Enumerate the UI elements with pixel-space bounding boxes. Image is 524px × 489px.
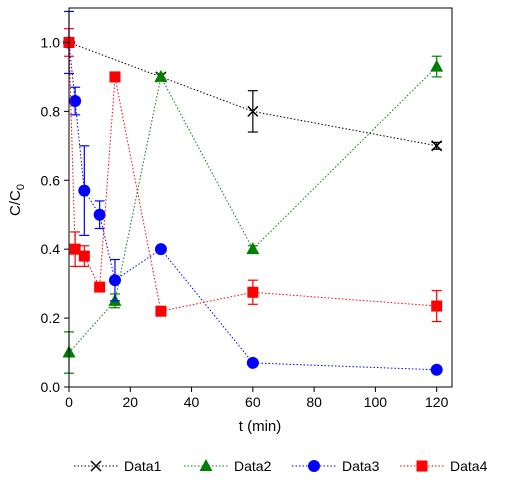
legend-label-data4: Data4 [450,458,488,474]
legend-marker-data2 [199,459,213,471]
data-point-data4-4 [109,71,121,83]
y-tick-label-0.4: 0.4 [41,241,61,257]
x-tick-label-0: 0 [65,394,73,410]
data-point-data3-6 [246,356,259,369]
legend-item-data4: Data4 [400,458,488,474]
data-point-data4-7 [431,300,443,312]
legend-item-data2: Data2 [184,458,272,474]
series-line-data4 [68,42,437,312]
legend-label-data1: Data1 [124,458,162,474]
series-line-data1 [68,42,437,147]
series-line-data3 [68,42,437,371]
x-tick-label-40: 40 [184,394,200,410]
x-tick-label-60: 60 [245,394,261,410]
legend-marker-data3 [308,460,320,472]
data-point-data3-1 [69,95,82,108]
data-point-data4-5 [155,305,167,317]
data-point-data2-3 [246,242,260,255]
x-tick-label-80: 80 [306,394,322,410]
x-tick-label-120: 120 [425,394,449,410]
data-point-data2-4 [430,59,444,72]
data-point-data3-2 [78,184,91,197]
data-point-data2-2 [154,69,168,82]
y-axis-label: C/C0 [7,184,27,216]
data-point-data1-3 [431,140,443,152]
y-tick-label-1: 1.0 [41,34,61,50]
y-tick-label-0.2: 0.2 [41,310,61,326]
x-tick-label-100: 100 [364,394,388,410]
legend-item-data3: Data3 [292,458,380,474]
data-point-data1-2 [247,105,259,117]
legend-marker-data1 [90,460,102,472]
legend: Data1 Data2 Data3 Data4 [74,458,488,474]
y-tick-label-0: 0.0 [41,379,61,395]
x-tick-label-20: 20 [122,394,138,410]
plot-area [62,10,444,376]
plot-frame [68,7,453,388]
y-tick-label-0.6: 0.6 [41,172,61,188]
x-axis-label: t (min) [239,418,282,435]
legend-item-data1: Data1 [74,458,162,474]
legend-marker-data4 [416,460,428,472]
legend-label-data2: Data2 [234,458,272,474]
data-point-data3-4 [108,274,121,287]
data-point-data3-5 [154,243,167,256]
data-point-data4-1 [69,243,81,255]
legend-label-data3: Data3 [342,458,380,474]
data-point-data4-6 [247,286,259,298]
data-point-data3-7 [430,363,443,376]
data-point-data4-2 [78,250,90,262]
data-point-data4-3 [94,281,106,293]
axes: 0 20 40 60 80 100 120 0.0 0.2 0.4 0.6 0.8 1.0 [41,7,453,410]
data-point-data3-3 [93,208,106,221]
y-tick-label-0.8: 0.8 [41,103,61,119]
